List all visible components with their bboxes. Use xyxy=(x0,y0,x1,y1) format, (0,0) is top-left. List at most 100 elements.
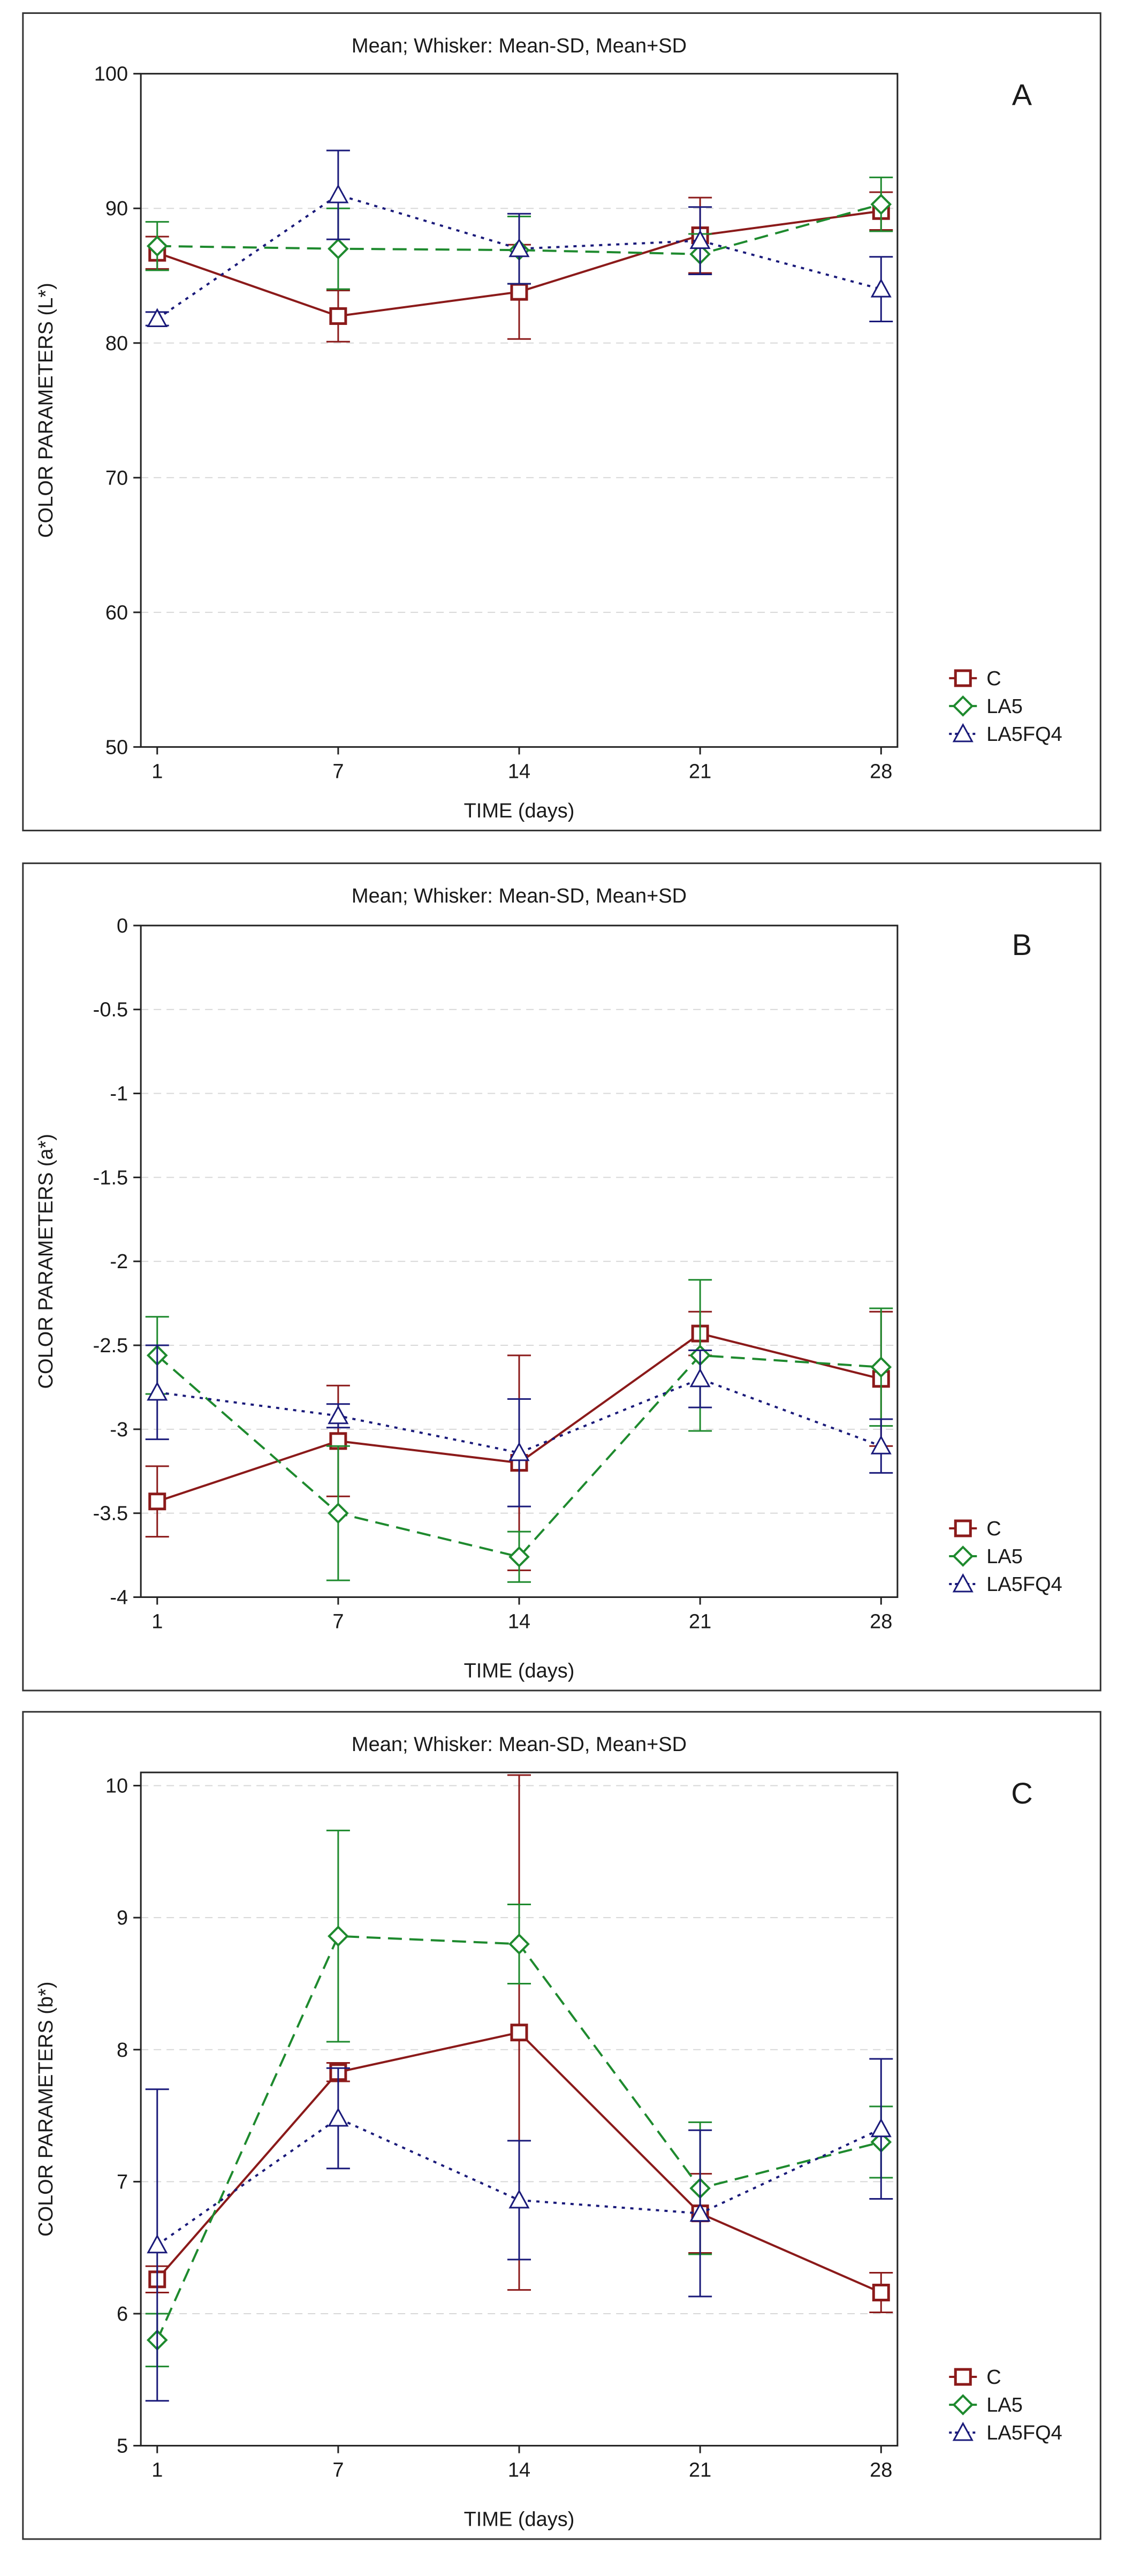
chart-panel-b: -4 -3.5 -3 -2.5 -2 -1.5 -1 -0.5 0 1 7 14 21 28 Mean; W… xyxy=(22,862,1101,1692)
legend: C LA5 LA5FQ4 xyxy=(949,2366,1062,2444)
legend-label: LA5 xyxy=(986,1545,1023,1568)
series-line xyxy=(157,1377,881,1454)
data-point xyxy=(952,2394,974,2415)
y-tick-label: 6 xyxy=(117,2303,128,2325)
data-point xyxy=(328,1405,349,1425)
y-tick-label: 90 xyxy=(105,198,128,220)
data-point xyxy=(508,1546,530,1568)
y-tick-label: 80 xyxy=(105,332,128,355)
legend-label: LA5 xyxy=(986,695,1023,718)
legend-label: LA5FQ4 xyxy=(986,2422,1062,2444)
data-point xyxy=(870,2118,892,2138)
data-point xyxy=(328,1502,349,1524)
data-point xyxy=(328,238,349,260)
data-point xyxy=(328,184,349,203)
data-point xyxy=(952,2421,974,2441)
legend-label: LA5FQ4 xyxy=(986,1573,1062,1596)
data-point xyxy=(689,230,711,249)
data-point xyxy=(510,2024,528,2042)
x-tick-label: 28 xyxy=(870,1611,892,1633)
x-tick-label: 21 xyxy=(689,2459,711,2482)
data-point xyxy=(870,193,892,215)
series-line xyxy=(156,193,881,320)
y-tick-label: 50 xyxy=(105,736,128,759)
legend-label: LA5FQ4 xyxy=(986,723,1062,746)
data-point xyxy=(147,2234,168,2254)
data-point xyxy=(329,307,347,325)
y-axis-label: COLOR PARAMETERS (b*) xyxy=(35,1982,57,2237)
legend-label: C xyxy=(986,668,1001,690)
series-line xyxy=(156,1354,881,1558)
panel-label: B xyxy=(1012,928,1032,961)
x-tick-label: 28 xyxy=(870,760,892,783)
y-tick-label: 0 xyxy=(117,915,128,937)
chart-header: Mean; Whisker: Mean-SD, Mean+SD xyxy=(352,35,687,57)
data-point xyxy=(508,2189,530,2209)
data-point xyxy=(146,235,168,257)
y-tick-label: -2.5 xyxy=(93,1335,128,1357)
data-point xyxy=(689,1368,711,1388)
y-tick-label: -3 xyxy=(110,1419,128,1441)
series-la5fq4 xyxy=(145,149,893,327)
data-point xyxy=(510,283,528,301)
legend-label: LA5 xyxy=(986,2394,1023,2416)
x-axis-label: TIME (days) xyxy=(464,1660,575,1682)
panel-frame xyxy=(22,1711,1101,2540)
x-tick-label: 28 xyxy=(870,2459,892,2482)
legend: C LA5 LA5FQ4 xyxy=(949,668,1062,746)
series-la5fq4 xyxy=(145,2058,893,2402)
panel-label: C xyxy=(1011,1776,1032,1810)
y-axis-label: COLOR PARAMETERS (L*) xyxy=(35,283,57,537)
chart-panel-c: 5 6 7 8 9 10 1 7 14 21 28 Mean; Whisker: Mean-SD, M… xyxy=(22,1711,1101,2540)
series-line xyxy=(157,203,881,255)
data-point xyxy=(872,2284,890,2302)
data-point xyxy=(952,723,974,743)
x-axis-label: TIME (days) xyxy=(464,800,575,822)
legend-label: C xyxy=(986,1518,1001,1540)
chart-header: Mean; Whisker: Mean-SD, Mean+SD xyxy=(352,1733,687,1756)
panel-frame xyxy=(22,12,1101,831)
x-tick-label: 21 xyxy=(689,760,711,783)
data-point xyxy=(870,1435,892,1454)
x-axis-label: TIME (days) xyxy=(464,2509,575,2531)
y-axis-label: COLOR PARAMETERS (a*) xyxy=(35,1134,57,1389)
y-tick-label: -1 xyxy=(110,1083,128,1105)
y-tick-label: -4 xyxy=(110,1587,128,1609)
legend-label: C xyxy=(986,2366,1001,2389)
chart-panel-a: 50 60 70 80 90 100 1 7 14 21 28 Mean; Whisker: Mean… xyxy=(22,12,1101,831)
data-point xyxy=(952,1573,974,1593)
data-point xyxy=(954,669,972,687)
y-tick-label: -3.5 xyxy=(93,1503,128,1525)
x-tick-label: 14 xyxy=(508,760,530,783)
data-point xyxy=(147,1381,168,1401)
series-la5fq4 xyxy=(145,1344,893,1507)
y-tick-label: -2 xyxy=(110,1251,128,1273)
y-tick-label: 8 xyxy=(117,2039,128,2062)
legend: C LA5 LA5FQ4 xyxy=(949,1518,1062,1596)
x-tick-label: 14 xyxy=(508,1611,530,1633)
x-tick-label: 7 xyxy=(332,1611,344,1633)
y-tick-label: 10 xyxy=(105,1775,128,1798)
data-point xyxy=(870,1356,892,1378)
x-tick-label: 7 xyxy=(332,2459,344,2482)
y-tick-label: 7 xyxy=(117,2171,128,2193)
x-tick-label: 1 xyxy=(151,1611,163,1633)
panel-label: A xyxy=(1012,78,1032,111)
data-point xyxy=(328,1925,349,1947)
x-tick-label: 1 xyxy=(151,2459,163,2482)
data-point xyxy=(870,278,892,298)
data-point xyxy=(689,2202,711,2222)
y-tick-label: 9 xyxy=(117,1907,128,1929)
data-point xyxy=(148,1492,166,1511)
y-tick-label: 100 xyxy=(94,63,128,86)
data-point xyxy=(954,1519,972,1537)
data-point xyxy=(954,2368,972,2386)
x-tick-label: 1 xyxy=(151,760,163,783)
x-tick-label: 21 xyxy=(689,1611,711,1633)
data-point xyxy=(328,2107,349,2127)
y-tick-label: 5 xyxy=(117,2435,128,2458)
data-point xyxy=(508,1933,530,1955)
x-tick-label: 14 xyxy=(508,2459,530,2482)
x-tick-label: 7 xyxy=(332,760,344,783)
